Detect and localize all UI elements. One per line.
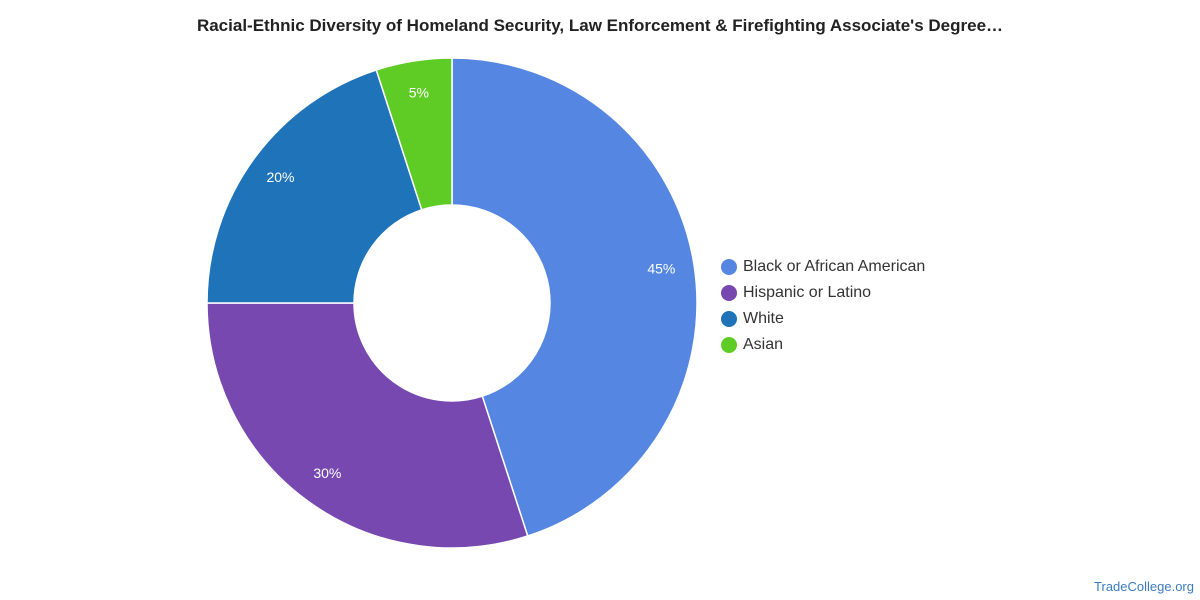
legend-label: Asian	[743, 336, 784, 353]
chart-legend: Black or African American Hispanic or La…	[721, 254, 925, 358]
legend-swatch	[721, 259, 737, 275]
slice-value-label: 20%	[266, 169, 294, 185]
donut-slice[interactable]	[206, 302, 529, 549]
donut-slice[interactable]	[375, 57, 453, 211]
legend-label: White	[743, 310, 784, 327]
legend-swatch	[721, 285, 737, 301]
legend-item[interactable]: Black or African American	[721, 254, 925, 280]
legend-swatch	[721, 311, 737, 327]
legend-item[interactable]: Asian	[721, 332, 925, 358]
chart-title: Racial-Ethnic Diversity of Homeland Secu…	[196, 16, 1004, 35]
donut-slice[interactable]	[206, 69, 423, 304]
legend-item[interactable]: White	[721, 306, 925, 332]
slice-value-label: 30%	[313, 465, 341, 481]
source-credit-link[interactable]: TradeCollege.org	[1094, 579, 1194, 594]
legend-swatch	[721, 337, 737, 353]
slice-value-label: 5%	[409, 84, 429, 100]
legend-label: Black or African American	[743, 258, 926, 275]
slice-value-label: 45%	[647, 261, 675, 277]
donut-slice[interactable]	[451, 57, 698, 537]
legend-label: Hispanic or Latino	[743, 284, 872, 301]
legend-item[interactable]: Hispanic or Latino	[721, 280, 925, 306]
